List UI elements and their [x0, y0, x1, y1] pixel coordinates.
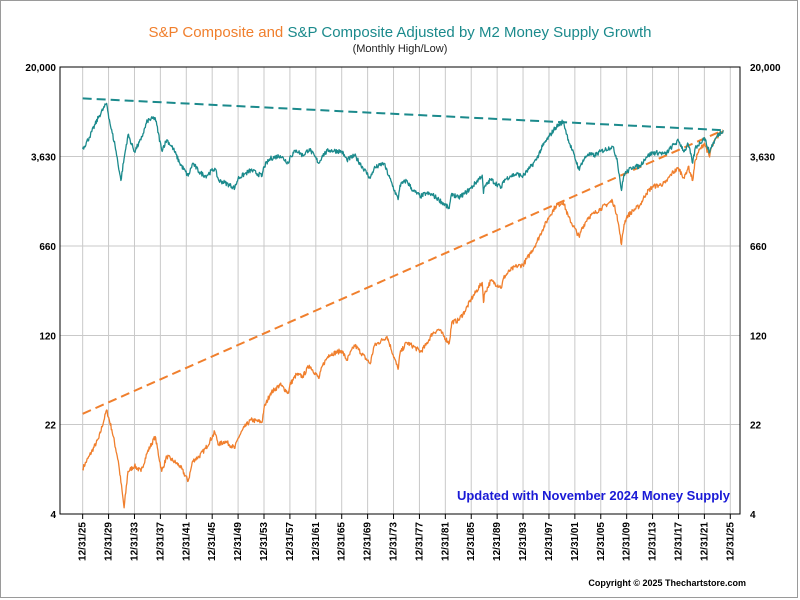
chart-subtitle: (Monthly High/Low) [353, 43, 448, 55]
x-tick-label: 12/31/57 [285, 522, 296, 561]
y-tick-label-left: 4 [50, 510, 56, 521]
x-tick-label: 12/31/77 [414, 522, 425, 561]
x-tick-label: 12/31/41 [181, 522, 192, 561]
copyright-text: Copyright © 2025 Thechartstore.com [588, 578, 746, 588]
chart-title-part-1: S&P Composite Adjusted by M2 Money Suppl… [287, 24, 651, 41]
x-tick-label: 12/31/01 [570, 522, 581, 561]
series-layer [82, 102, 724, 509]
y-tick-label-right: 660 [750, 242, 767, 253]
y-tick-label-right: 4 [750, 510, 756, 521]
y-tick-label-right: 20,000 [750, 63, 781, 74]
chart-title: S&P Composite and S&P Composite Adjusted… [148, 24, 651, 41]
x-tick-label: 12/31/69 [363, 522, 374, 561]
x-tick-label: 12/31/53 [259, 522, 270, 561]
x-tick-label: 12/31/89 [492, 522, 503, 561]
x-tick-label: 12/31/25 [78, 522, 89, 561]
x-tick-label: 12/31/09 [622, 522, 633, 561]
plot-area-border [59, 66, 741, 515]
x-tick-label: 12/31/45 [207, 522, 218, 561]
x-tick-label: 12/31/05 [596, 522, 607, 561]
y-tick-label-right: 22 [750, 421, 762, 432]
trendline-0 [82, 129, 724, 415]
chart-title-part-0: S&P Composite and [148, 24, 287, 41]
y-tick-label-left: 20,000 [25, 63, 56, 74]
x-tick-label: 12/31/65 [337, 522, 348, 561]
series-line-0 [82, 130, 724, 509]
trendline-1 [82, 97, 724, 132]
y-tick-label-left: 3,630 [31, 153, 56, 164]
update-annotation: Updated with November 2024 Money Supply [457, 488, 731, 503]
y-tick-label-left: 22 [45, 421, 57, 432]
x-tick-label: 12/31/17 [673, 522, 684, 561]
x-tick-label: 12/31/61 [311, 522, 322, 561]
x-tick-label: 12/31/21 [699, 522, 710, 561]
x-tick-label: 12/31/49 [233, 522, 244, 561]
x-tick-label: 12/31/93 [518, 522, 529, 561]
y-tick-label-right: 120 [750, 331, 767, 342]
x-tick-label: 12/31/81 [440, 522, 451, 561]
trendline-layer [82, 97, 724, 415]
x-tick-label: 12/31/73 [389, 522, 400, 561]
x-axis-ticks: 12/31/25 12/31/29 12/31/33 12/31/37 12/31/41… [78, 514, 736, 561]
x-tick-label: 12/31/33 [129, 522, 140, 561]
y-axis-ticks: 4 4 22 22 120 120 660 660 3,630 3,630 20,000 20,000 [25, 63, 781, 521]
x-tick-label: 12/31/97 [544, 522, 555, 561]
x-tick-label: 12/31/85 [466, 522, 477, 561]
y-tick-label-left: 120 [39, 331, 56, 342]
y-tick-label-left: 660 [39, 242, 56, 253]
x-tick-label: 12/31/25 [725, 522, 736, 561]
series-line-1 [82, 102, 724, 210]
x-tick-label: 12/31/29 [104, 522, 115, 561]
x-tick-label: 12/31/37 [155, 522, 166, 561]
grid-layer [60, 67, 740, 514]
y-tick-label-right: 3,630 [750, 153, 775, 164]
x-tick-label: 12/31/13 [648, 522, 659, 561]
